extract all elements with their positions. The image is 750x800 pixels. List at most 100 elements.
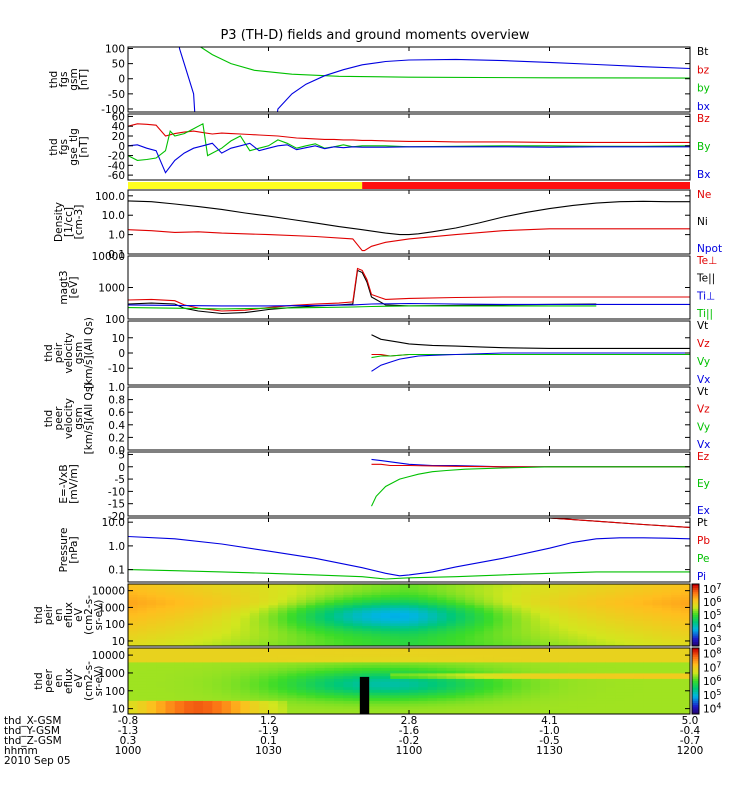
spectrogram-cell <box>399 656 410 660</box>
spectrogram-cell <box>202 689 213 693</box>
colorbar-cell <box>692 709 699 713</box>
spectrogram-cell <box>249 694 260 699</box>
spectrogram-cell <box>409 650 419 655</box>
x-tick-label: -0.2 <box>399 735 420 747</box>
spectrogram-cell <box>202 703 213 707</box>
spectrogram-cell <box>624 620 635 624</box>
spectrogram-cell <box>680 659 690 663</box>
spectrogram-cell <box>615 633 626 637</box>
series-group <box>128 267 690 315</box>
spectrogram-cell <box>624 705 635 710</box>
spectrogram-cell <box>587 689 597 693</box>
spectrogram-cell <box>202 694 213 699</box>
spectrogram-cell <box>146 653 157 657</box>
spectrogram-cell <box>605 609 616 613</box>
spectrogram-cell <box>184 692 195 696</box>
spectrogram-cell <box>605 700 616 704</box>
spectrogram-cell <box>596 596 607 601</box>
spectrogram-cell <box>240 661 251 666</box>
spectrogram-cell <box>596 678 607 682</box>
spectrogram-cell <box>633 703 644 707</box>
spectrogram-cell <box>661 591 672 595</box>
spectrogram-cell <box>465 633 476 637</box>
spectrogram-cell <box>661 661 672 666</box>
spectrogram-cell <box>352 678 363 682</box>
spectrogram-cell <box>512 591 522 595</box>
spectrogram-cell <box>409 711 419 714</box>
spectrogram-cell <box>240 627 251 632</box>
spectrogram-cell <box>605 602 616 606</box>
spectrogram-cell <box>465 661 476 666</box>
spectrogram-cell <box>390 599 401 603</box>
spectrogram-cell <box>465 643 476 646</box>
spectrogram-cell <box>240 675 251 679</box>
spectrogram-cell <box>530 653 541 657</box>
spectrogram-cell <box>446 672 457 677</box>
spectrogram-cell <box>296 633 307 637</box>
spectrogram-cell <box>165 689 176 693</box>
spectrogram-cell <box>455 708 466 712</box>
spectrogram-cell <box>296 683 307 688</box>
spectrogram-cell <box>277 664 288 668</box>
spectrogram-cell <box>193 607 204 611</box>
spectrogram-cell <box>577 672 588 677</box>
spectrogram-cell <box>680 630 690 634</box>
spectrogram-cell <box>521 622 532 626</box>
spectrogram-cell <box>418 692 429 696</box>
spectrogram-cell <box>465 586 476 590</box>
spectrogram-cell <box>174 599 185 603</box>
spectrogram-cell <box>193 656 204 660</box>
spectrogram-cell <box>156 711 167 714</box>
spectrogram-cell <box>174 602 185 606</box>
spectrogram-cell <box>128 708 138 712</box>
spectrogram-cell <box>605 703 616 707</box>
spectrogram-cell <box>287 622 298 626</box>
spectrogram-cell <box>221 681 232 685</box>
spectrogram-cell <box>577 678 588 682</box>
spectrogram-cell <box>231 670 241 674</box>
series-line-by <box>199 47 690 79</box>
spectrogram-cell <box>615 586 626 590</box>
spectrogram-cell <box>474 612 485 616</box>
spectrogram-cell <box>184 659 195 663</box>
spectrogram-cell <box>343 586 354 590</box>
spectrogram-cell <box>671 596 682 601</box>
spectrogram-cell <box>512 620 522 624</box>
spectrogram-cell <box>259 692 270 696</box>
spectrogram-cell <box>652 640 663 644</box>
colorbar-frame <box>691 647 700 715</box>
spectrogram-cell <box>399 625 410 629</box>
spectrogram-cell <box>362 659 373 663</box>
spectrogram-cell <box>212 596 223 601</box>
y-axis-label: E=-VxB <box>58 464 70 503</box>
spectrogram-cell <box>427 711 438 714</box>
spectrogram-cell <box>633 640 644 644</box>
spectrogram-cell <box>427 678 438 682</box>
spectrogram-cell <box>287 620 298 624</box>
spectrogram-cell <box>231 638 241 642</box>
spectrogram-cell <box>259 689 270 693</box>
spectrogram-cell <box>193 586 204 590</box>
spectrogram-cell <box>643 633 654 637</box>
spectrogram-cell <box>418 586 429 590</box>
spectrogram-cell <box>380 622 391 626</box>
spectrogram-cell <box>296 615 307 619</box>
spectrogram-cell <box>334 589 345 593</box>
spectrogram-cell <box>671 689 682 693</box>
spectrogram-cell <box>240 692 251 696</box>
spectrogram-cell <box>540 596 551 601</box>
spectrogram-cell <box>362 586 373 590</box>
spectrogram-cell <box>343 584 354 588</box>
spectrogram-cell <box>680 711 690 714</box>
spectrogram-cell <box>661 617 672 621</box>
spectrogram-cell <box>174 681 185 685</box>
spectrogram-cell <box>221 686 232 690</box>
spectrogram-cell <box>568 678 579 682</box>
spectrogram-cell <box>437 596 448 601</box>
spectrogram-cell <box>306 659 316 663</box>
spectrogram-cell <box>671 664 682 668</box>
spectrogram-cell <box>306 700 316 704</box>
spectrogram-cell <box>652 697 663 701</box>
colorbar-cell <box>692 650 699 653</box>
spectrogram-cell <box>399 648 410 652</box>
